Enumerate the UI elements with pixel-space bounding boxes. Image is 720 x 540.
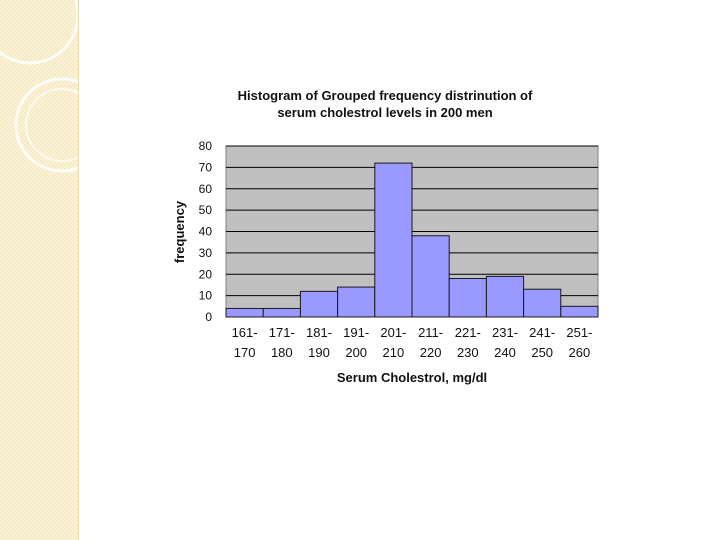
histogram-bar bbox=[485, 275, 525, 318]
x-tick-label-line-2: 250 bbox=[531, 345, 553, 360]
x-tick-label-line-1: 221- bbox=[455, 325, 481, 340]
x-tick-label-line-1: 161- bbox=[232, 325, 258, 340]
x-tick-label-line-1: 251- bbox=[566, 325, 592, 340]
x-tick-label-line-2: 200 bbox=[345, 345, 367, 360]
chart-title-line-2: serum cholestrol levels in 200 men bbox=[277, 105, 493, 120]
histogram-bar bbox=[225, 307, 264, 318]
x-tick-label-line-2: 240 bbox=[494, 345, 516, 360]
x-tick-label-line-2: 230 bbox=[457, 345, 479, 360]
x-tick-label-line-1: 241- bbox=[529, 325, 555, 340]
x-tick-label-line-1: 231- bbox=[492, 325, 518, 340]
x-tick-label-line-2: 260 bbox=[569, 345, 591, 360]
x-axis-label: Serum Cholestrol, mg/dl bbox=[337, 370, 487, 385]
chart-title-line-1: Histogram of Grouped frequency distrinut… bbox=[237, 88, 533, 103]
y-tick-labels: 0 10 20 30 40 50 60 70 80 bbox=[199, 139, 213, 324]
x-tick-label-line-2: 220 bbox=[420, 345, 442, 360]
x-tick-label-line-2: 210 bbox=[383, 345, 405, 360]
x-tick-label-line-2: 180 bbox=[271, 345, 293, 360]
x-tick-label-line-1: 211- bbox=[418, 325, 443, 340]
x-tick-label-line-2: 170 bbox=[234, 345, 256, 360]
histogram-bar bbox=[411, 235, 450, 318]
y-tick-label: 80 bbox=[199, 139, 213, 153]
histogram-bar bbox=[560, 305, 599, 318]
histogram-bar bbox=[337, 286, 376, 318]
y-tick-label: 30 bbox=[199, 246, 213, 260]
x-tick-label-line-1: 191- bbox=[343, 325, 369, 340]
y-tick-label: 40 bbox=[199, 225, 213, 239]
histogram-bar bbox=[262, 307, 301, 318]
x-tick-labels: 161- 170 171- 180 181- 190 191- 200 201- 210 211- 2… bbox=[232, 325, 593, 360]
y-tick-label: 50 bbox=[199, 203, 213, 217]
y-axis-label: frequency bbox=[172, 200, 187, 263]
decorative-side-panel bbox=[0, 0, 79, 540]
y-tick-label: 10 bbox=[199, 289, 213, 303]
histogram-bar bbox=[448, 278, 487, 318]
y-tick-label: 20 bbox=[199, 267, 213, 281]
y-tick-label: 60 bbox=[199, 182, 213, 196]
x-tick-label-line-1: 171- bbox=[269, 325, 295, 340]
x-tick-label-line-1: 181- bbox=[306, 325, 332, 340]
histogram-bar bbox=[374, 162, 413, 318]
histogram-bar bbox=[299, 290, 339, 318]
x-tick-label-line-1: 201- bbox=[380, 325, 406, 340]
bars bbox=[225, 162, 599, 318]
decorative-circles bbox=[0, 0, 78, 173]
y-tick-label: 0 bbox=[205, 310, 212, 324]
x-tick-label-line-2: 190 bbox=[308, 345, 330, 360]
y-tick-label: 70 bbox=[199, 160, 213, 174]
histogram-bar bbox=[523, 288, 562, 318]
